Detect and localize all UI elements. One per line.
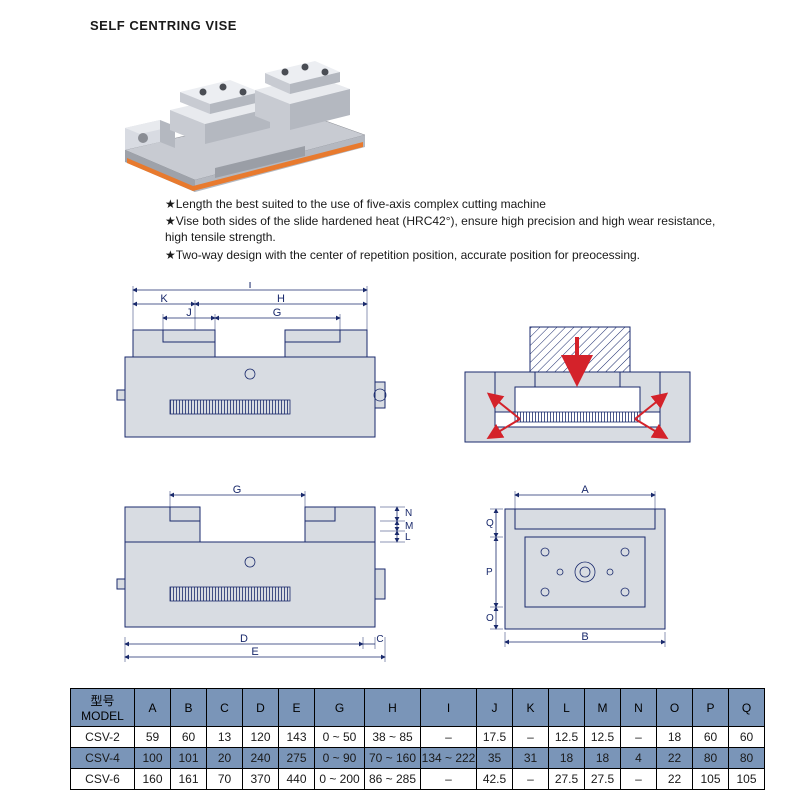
feature-line-1: ★Length the best suited to the use of fi… [165, 196, 725, 212]
svg-text:C: C [376, 634, 383, 645]
table-cell: 161 [171, 769, 207, 790]
th-g: G [315, 689, 365, 727]
table-cell: 18 [585, 748, 621, 769]
table-cell: 120 [243, 727, 279, 748]
feature-list: ★Length the best suited to the use of fi… [165, 196, 725, 264]
table-cell: 80 [693, 748, 729, 769]
table-cell: 60 [171, 727, 207, 748]
table-cell: – [513, 769, 549, 790]
th-n: N [621, 689, 657, 727]
table-cell: 240 [243, 748, 279, 769]
table-cell: 31 [513, 748, 549, 769]
table-cell: 12.5 [549, 727, 585, 748]
table-cell: 27.5 [549, 769, 585, 790]
svg-text:H: H [277, 293, 285, 305]
th-j: J [477, 689, 513, 727]
svg-text:N: N [405, 508, 412, 519]
table-cell: 22 [657, 769, 693, 790]
table-cell: – [621, 769, 657, 790]
table-cell: CSV-4 [71, 748, 135, 769]
table-cell: 27.5 [585, 769, 621, 790]
th-model: 型号 MODEL [71, 689, 135, 727]
svg-text:A: A [581, 484, 589, 496]
th-e: E [279, 689, 315, 727]
table-cell: 12.5 [585, 727, 621, 748]
table-cell: 59 [135, 727, 171, 748]
table-cell: 370 [243, 769, 279, 790]
svg-text:B: B [581, 631, 588, 643]
table-cell: 160 [135, 769, 171, 790]
technical-diagrams: I K H J G [95, 282, 715, 680]
table-cell: 20 [207, 748, 243, 769]
svg-text:Q: Q [486, 518, 494, 529]
table-cell: 134 ~ 222 [421, 748, 477, 769]
page-title: SELF CENTRING VISE [90, 18, 237, 33]
th-k: K [513, 689, 549, 727]
table-cell: 101 [171, 748, 207, 769]
table-cell: 105 [729, 769, 765, 790]
svg-text:P: P [486, 567, 493, 578]
th-l: L [549, 689, 585, 727]
table-cell: – [513, 727, 549, 748]
table-cell: 60 [729, 727, 765, 748]
th-b: B [171, 689, 207, 727]
table-header-row: 型号 MODEL A B C D E G H I J K L M N O P Q [71, 689, 765, 727]
svg-text:J: J [186, 307, 192, 319]
th-m: M [585, 689, 621, 727]
svg-text:G: G [273, 307, 282, 319]
table-cell: 143 [279, 727, 315, 748]
th-h: H [365, 689, 421, 727]
table-cell: 22 [657, 748, 693, 769]
table-cell: 86 ~ 285 [365, 769, 421, 790]
table-cell: 18 [549, 748, 585, 769]
table-cell: – [421, 727, 477, 748]
svg-text:K: K [160, 293, 168, 305]
table-cell: 4 [621, 748, 657, 769]
svg-text:L: L [405, 532, 411, 543]
table-cell: 70 [207, 769, 243, 790]
table-cell: 275 [279, 748, 315, 769]
th-q: Q [729, 689, 765, 727]
table-cell: 18 [657, 727, 693, 748]
svg-text:I: I [248, 282, 251, 291]
table-cell: 13 [207, 727, 243, 748]
table-cell: CSV-6 [71, 769, 135, 790]
table-cell: – [421, 769, 477, 790]
svg-text:E: E [251, 646, 258, 658]
svg-text:M: M [405, 521, 413, 532]
table-cell: 105 [693, 769, 729, 790]
th-i: I [421, 689, 477, 727]
svg-text:D: D [240, 633, 248, 645]
table-row: CSV-4100101202402750 ~ 9070 ~ 160134 ~ 2… [71, 748, 765, 769]
table-cell: 35 [477, 748, 513, 769]
th-d: D [243, 689, 279, 727]
table-cell: 70 ~ 160 [365, 748, 421, 769]
table-cell: 0 ~ 200 [315, 769, 365, 790]
table-cell: 440 [279, 769, 315, 790]
th-a: A [135, 689, 171, 727]
table-cell: 0 ~ 90 [315, 748, 365, 769]
table-row: CSV-25960131201430 ~ 5038 ~ 85–17.5–12.5… [71, 727, 765, 748]
table-cell: 42.5 [477, 769, 513, 790]
th-o: O [657, 689, 693, 727]
svg-text:O: O [486, 613, 494, 624]
feature-line-2: ★Vise both sides of the slide hardened h… [165, 213, 725, 245]
product-render [115, 40, 375, 198]
table-cell: 0 ~ 50 [315, 727, 365, 748]
th-p: P [693, 689, 729, 727]
feature-line-3: ★Two-way design with the center of repet… [165, 247, 725, 263]
table-cell: 60 [693, 727, 729, 748]
table-cell: – [621, 727, 657, 748]
table-cell: 100 [135, 748, 171, 769]
spec-table: 型号 MODEL A B C D E G H I J K L M N O P Q… [70, 688, 765, 790]
table-cell: 80 [729, 748, 765, 769]
table-row: CSV-6160161703704400 ~ 20086 ~ 285–42.5–… [71, 769, 765, 790]
table-cell: CSV-2 [71, 727, 135, 748]
table-cell: 38 ~ 85 [365, 727, 421, 748]
svg-text:G: G [233, 484, 242, 496]
th-c: C [207, 689, 243, 727]
table-cell: 17.5 [477, 727, 513, 748]
